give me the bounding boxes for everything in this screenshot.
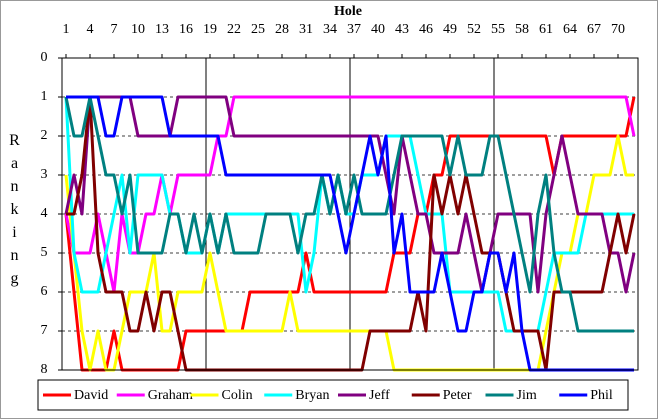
- x-tick-label: 64: [563, 22, 577, 37]
- x-tick-label: 22: [227, 22, 241, 37]
- x-tick-label: 10: [131, 22, 145, 37]
- x-tick-label: 70: [611, 22, 625, 37]
- x-tick-label: 67: [587, 22, 601, 37]
- y-axis-label: Ranking: [6, 132, 23, 293]
- x-tick-label: 7: [111, 22, 118, 37]
- x-tick-label: 4: [87, 22, 94, 37]
- legend-label: Colin: [222, 388, 253, 403]
- y-tick-label: 3: [41, 167, 48, 182]
- plot-border: [61, 57, 639, 371]
- x-tick-label: 1: [63, 22, 70, 37]
- x-tick-label: 55: [491, 22, 505, 37]
- x-tick-label: 25: [251, 22, 265, 37]
- legend-label: Peter: [443, 388, 472, 403]
- x-tick-label: 31: [299, 22, 313, 37]
- series-line: [64, 95, 634, 333]
- y-tick-label: 1: [41, 89, 48, 104]
- x-tick-label: 49: [443, 22, 457, 37]
- x-tick-label: 43: [395, 22, 409, 37]
- x-tick-label: 58: [515, 22, 529, 37]
- legend-label: Phil: [590, 388, 613, 403]
- legend-label: Graham: [148, 388, 193, 403]
- x-tick-label: 52: [467, 22, 481, 37]
- y-tick-label: 7: [41, 323, 48, 338]
- y-tick-label: 5: [41, 245, 48, 260]
- x-tick-label: 46: [419, 22, 433, 37]
- x-tick-label: 37: [347, 22, 361, 37]
- y-tick-label: 8: [41, 362, 48, 377]
- legend-label: Jim: [517, 388, 537, 403]
- y-tick-label: 4: [41, 206, 48, 221]
- legend-label: Bryan: [295, 388, 329, 403]
- x-tick-label: 40: [371, 22, 385, 37]
- series-line: [64, 96, 634, 333]
- chart-title: Hole: [334, 4, 362, 19]
- legend-label: Jeff: [369, 388, 390, 403]
- x-tick-label: 13: [155, 22, 169, 37]
- y-tick-label: 0: [41, 50, 48, 65]
- series-line: [64, 134, 634, 372]
- x-tick-label: 34: [323, 22, 337, 37]
- y-tick-label: 2: [41, 128, 48, 143]
- x-tick-label: 28: [275, 22, 289, 37]
- legend-label: David: [74, 388, 108, 403]
- x-tick-label: 16: [179, 22, 193, 37]
- series-line: [64, 95, 636, 294]
- y-tick-label: 6: [41, 284, 48, 299]
- legend-box: [37, 379, 629, 411]
- x-tick-label: 61: [539, 22, 553, 37]
- series-line: [64, 95, 636, 294]
- x-tick-label: 19: [203, 22, 217, 37]
